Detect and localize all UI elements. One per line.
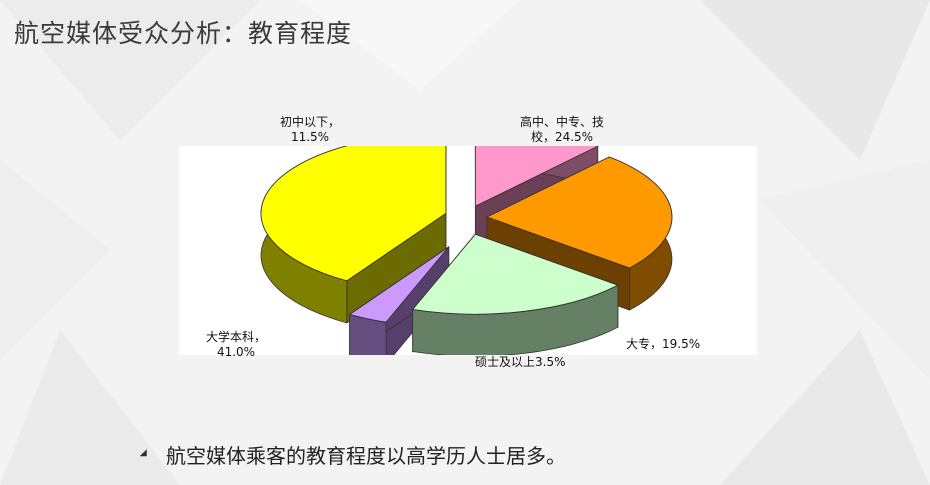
pie-slice-top xyxy=(260,146,447,282)
pie-slice-bachelor xyxy=(260,146,447,324)
pie-slice-top xyxy=(485,156,673,269)
note-bullet-row: 航空媒体乘客的教育程度以高学历人士居多。 xyxy=(139,440,566,469)
note-text: 航空媒体乘客的教育程度以高学历人士居多。 xyxy=(166,444,566,468)
label-college: 大专，19.5% xyxy=(626,337,701,351)
pie-slice-top xyxy=(411,233,619,315)
label-highschool: 高中、中专、技 校，24.5% xyxy=(520,115,605,144)
pie-slice-college xyxy=(411,233,619,355)
bullet-icon xyxy=(139,449,151,460)
label-junior: 初中以下， 11.5% xyxy=(280,115,341,144)
pie-chart xyxy=(260,146,673,355)
pie-slice-top xyxy=(348,246,450,323)
pie-slice-master xyxy=(348,245,450,355)
pie-slice-top xyxy=(474,146,599,207)
chart-panel xyxy=(179,146,757,355)
label-master: 硕士及以上3.5% xyxy=(475,355,566,369)
page-title: 航空媒体受众分析：教育程度 xyxy=(14,19,353,48)
label-bachelor: 大学本科， 41.0% xyxy=(206,330,267,359)
